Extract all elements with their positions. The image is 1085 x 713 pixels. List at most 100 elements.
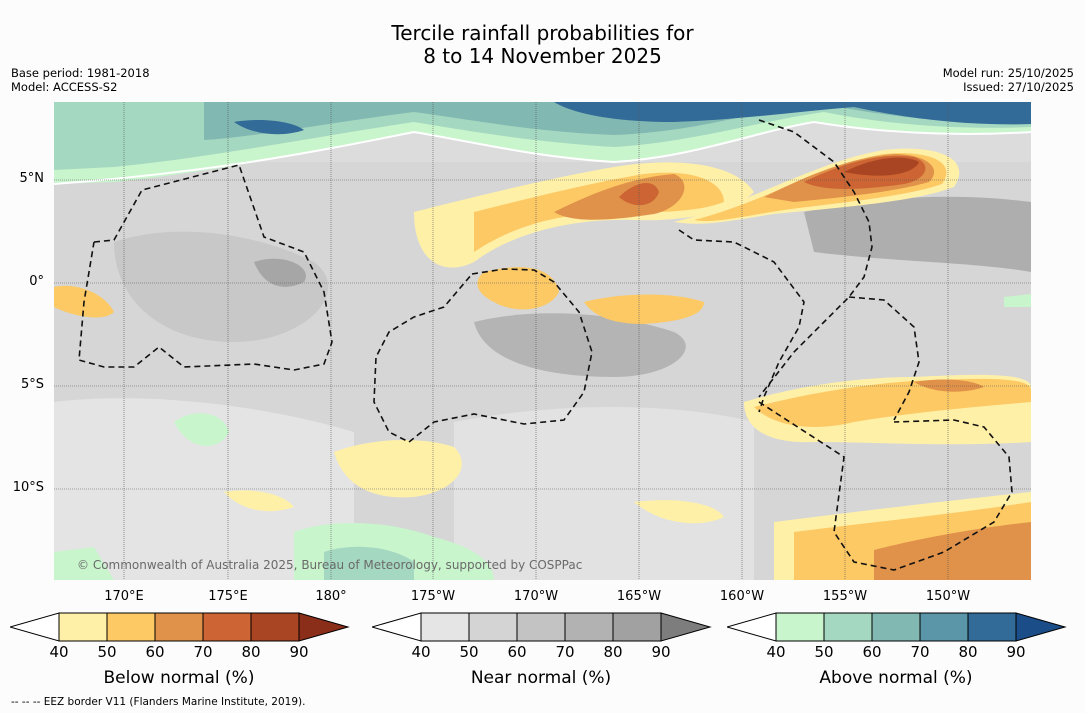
lat-label-0: 0° xyxy=(29,274,44,289)
colorbar-below-normal-swatch xyxy=(58,612,108,642)
lon-label-170w: 170°W xyxy=(513,589,559,604)
below-normal-patch-south-west xyxy=(334,440,462,498)
below-normal-patch-south xyxy=(634,500,724,524)
above-normal-patch-4 xyxy=(54,547,114,580)
below-normal-patch-south-west-2 xyxy=(224,490,294,512)
issued-date: Issued: 27/10/2025 xyxy=(963,80,1074,94)
colorbar-above-normal-tick: 60 xyxy=(862,643,882,661)
above-normal-patch-5 xyxy=(1004,294,1031,307)
colorbar-near-normal-tick: 50 xyxy=(459,643,479,661)
colorbar-above-normal-tick: 90 xyxy=(1006,643,1026,661)
colorbar-below-normal xyxy=(10,612,350,642)
lon-label-150w: 150°W xyxy=(925,589,971,604)
colorbar-above-normal-swatches xyxy=(775,612,1017,642)
colorbar-above-normal-tick: 80 xyxy=(958,643,978,661)
colorbar-label-below: Below normal (%) xyxy=(103,668,255,688)
near-normal-low-south-central xyxy=(454,407,754,580)
above-normal-60-north xyxy=(204,102,1031,140)
colorbar-below-normal-tick: 50 xyxy=(97,643,117,661)
above-normal-patch-3 xyxy=(324,546,414,580)
lat-label-5s: 5°S xyxy=(20,377,44,392)
lon-label-175w: 175°W xyxy=(410,589,456,604)
above-normal-patch-1 xyxy=(174,413,229,446)
colorbar-near-normal-swatch xyxy=(612,612,662,642)
title-line-2: 8 to 14 November 2025 xyxy=(423,44,662,68)
colorbar-below-normal-tick: 70 xyxy=(193,643,213,661)
colorbar-below-normal-tick: 60 xyxy=(145,643,165,661)
lon-label-180: 180° xyxy=(315,589,347,604)
eez-line-phoenix xyxy=(678,229,805,413)
colorbar-near-normal-swatch xyxy=(564,612,614,642)
eez-tokelau xyxy=(373,268,593,443)
colorbar-near-normal-tick: 90 xyxy=(651,643,671,661)
eez-cook-islands xyxy=(758,401,1013,571)
colorbar-near-normal-swatch xyxy=(468,612,518,642)
meta-right: Model run: 25/10/2025 Issued: 27/10/2025 xyxy=(943,66,1074,94)
colorbar-above-normal-tick: 40 xyxy=(766,643,786,661)
colorbar-above-normal-arrow-right xyxy=(1015,612,1067,642)
eez-footnote: -- -- -- EEZ border V11 (Flanders Marine… xyxy=(11,696,306,708)
colorbar-below-normal-swatches xyxy=(58,612,300,642)
above-normal-80-north xyxy=(554,102,1031,125)
colorbar-above-normal-swatch xyxy=(871,612,921,642)
colorbar-label-above: Above normal (%) xyxy=(819,668,973,688)
colorbar-near-normal xyxy=(372,612,712,642)
colorbar-above-normal-swatch xyxy=(823,612,873,642)
colorbar-above-normal-swatch xyxy=(919,612,969,642)
map-title: Tercile rainfall probabilities for 8 to … xyxy=(0,22,1085,68)
eez-line-kiribati-north xyxy=(758,119,873,398)
map-field xyxy=(54,102,1031,580)
near-normal-60-patch-central xyxy=(474,313,686,377)
colorbar-above-normal-tick: 70 xyxy=(910,643,930,661)
lon-label-160w: 160°W xyxy=(719,589,765,604)
copyright-notice: © Commonwealth of Australia 2025, Bureau… xyxy=(77,558,583,572)
colorbar-near-normal-tick: 60 xyxy=(507,643,527,661)
colorbar-below-normal-swatch xyxy=(154,612,204,642)
colorbar-below-normal-swatch xyxy=(250,612,300,642)
colorbar-above-normal-swatch xyxy=(967,612,1017,642)
colorbar-below-normal-tick: 90 xyxy=(289,643,309,661)
near-normal-60-patch-east xyxy=(804,196,1031,272)
below-normal-patch-equator xyxy=(477,267,559,310)
base-period: Base period: 1981-2018 xyxy=(11,66,150,80)
colorbar-near-normal-arrow-right xyxy=(660,612,712,642)
boundary-line-north xyxy=(54,120,1031,185)
below-normal-80-east xyxy=(844,157,919,176)
eez-borders xyxy=(78,119,1013,571)
colorbar-below-normal-tick: 80 xyxy=(241,643,261,661)
map-grid xyxy=(54,102,1031,580)
below-normal-patch-south-central xyxy=(584,294,704,324)
colorbar-near-normal-swatches xyxy=(420,612,662,642)
colorbar-near-normal-arrow-left xyxy=(372,612,422,642)
colorbar-below-normal-arrow-left xyxy=(10,612,60,642)
colorbar-near-normal-tick: 70 xyxy=(555,643,575,661)
colorbar-above-normal-swatch xyxy=(775,612,825,642)
colorbar-label-near: Near normal (%) xyxy=(470,668,612,688)
below-normal-60-south-east xyxy=(914,379,984,392)
lon-label-175e: 175°E xyxy=(208,589,248,604)
colorbar-above-normal-tick: 50 xyxy=(814,643,834,661)
colorbar-below-normal-swatch xyxy=(106,612,156,642)
below-normal-60-south-east-corner xyxy=(874,522,1031,580)
colorbar-below-normal-tick: 40 xyxy=(49,643,69,661)
lat-label-10s: 10°S xyxy=(12,480,44,495)
colorbar-below-normal-arrow-right xyxy=(298,612,350,642)
title-line-1: Tercile rainfall probabilities for xyxy=(391,21,694,45)
colorbar-above-normal-arrow-left xyxy=(727,612,777,642)
near-normal-70-spot xyxy=(254,258,306,287)
model-run: Model run: 25/10/2025 xyxy=(942,66,1074,80)
colorbar-near-normal-swatch xyxy=(516,612,566,642)
colorbar-near-normal-swatch xyxy=(420,612,470,642)
colorbar-near-normal-tick: 80 xyxy=(603,643,623,661)
colorbar-below-normal-swatch xyxy=(202,612,252,642)
eez-line-east xyxy=(848,296,920,421)
colorbar-above-normal xyxy=(727,612,1067,642)
lon-label-165w: 165°W xyxy=(616,589,662,604)
above-normal-80-spot xyxy=(234,119,304,135)
lat-label-5n: 5°N xyxy=(19,171,45,186)
meta-left: Base period: 1981-2018 Model: ACCESS-S2 xyxy=(11,66,150,94)
model-name: Model: ACCESS-S2 xyxy=(11,80,118,94)
lon-label-155w: 155°W xyxy=(822,589,868,604)
eez-gilbert xyxy=(78,164,333,371)
forecast-map xyxy=(54,102,1031,580)
